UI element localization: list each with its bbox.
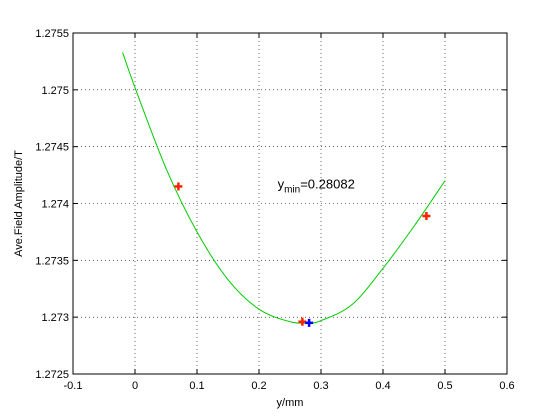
y-tick-label: 1.274 (41, 199, 69, 211)
ymin-annotation-value: =0.28082 (300, 177, 355, 192)
y-axis-label: Ave.Field Amplitude/T (13, 150, 25, 257)
ymin-annotation-prefix: y (278, 177, 285, 192)
x-tick-label: 0 (132, 380, 138, 392)
y-tick-label: 1.2735 (35, 255, 69, 267)
y-tick-label: 1.273 (41, 312, 69, 324)
x-tick-label: 0.6 (499, 380, 514, 392)
ymin-annotation: ymin=0.28082 (278, 177, 355, 196)
y-tick-label: 1.2745 (35, 142, 69, 154)
x-tick-label: -0.1 (64, 380, 83, 392)
y-tick-label: 1.2755 (35, 28, 69, 40)
x-tick-label: 0.3 (313, 380, 328, 392)
minimum-point (305, 318, 314, 327)
measured-point (422, 212, 431, 221)
measured-point (298, 317, 307, 326)
x-tick-label: 0.1 (189, 380, 204, 392)
x-axis-label: y/mm (277, 397, 304, 409)
measured-point (174, 182, 183, 191)
fit-curve-series (122, 52, 446, 324)
y-tick-label: 1.2725 (35, 369, 69, 381)
x-tick-labels: -0.1 0 0.1 0.2 0.3 0.4 0.5 0.6 (64, 380, 515, 392)
x-tick-label: 0.2 (251, 380, 266, 392)
x-tick-label: 0.4 (375, 380, 390, 392)
axis-ticks (72, 32, 508, 375)
x-tick-label: 0.5 (437, 380, 452, 392)
ymin-annotation-subscript: min (284, 185, 300, 196)
data-points (174, 182, 431, 327)
y-tick-labels: 1.2725 1.273 1.2735 1.274 1.2745 1.275 1.2755 (35, 28, 69, 381)
y-tick-label: 1.275 (41, 85, 69, 97)
grid (73, 33, 507, 374)
